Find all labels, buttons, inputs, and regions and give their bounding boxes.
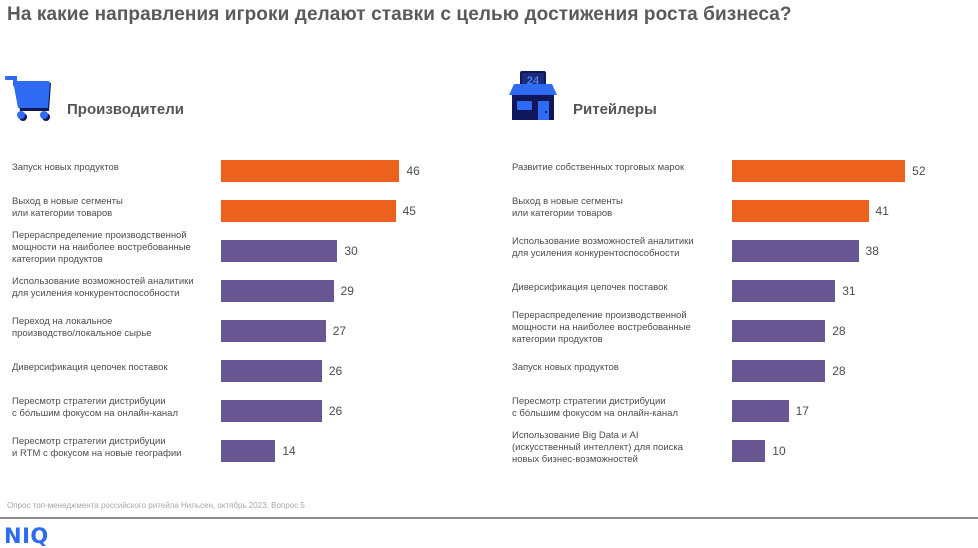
retailers-bar-value: 52 (912, 164, 926, 178)
category-label-line: производство/локальное сырье (12, 328, 152, 339)
producers-category-label: Выход в новые сегменты или категории това… (12, 196, 123, 220)
retailers-category-label: Использование Big Data и AI (искусственны… (512, 430, 683, 466)
producers-bar (221, 360, 322, 382)
category-label-line: с бóльшим фокусом на онлайн-канал (512, 408, 678, 419)
category-label-line: Развитие собственных торговых марок (512, 162, 685, 173)
retailers-bar-value: 31 (842, 284, 856, 298)
category-label-line: категории продуктов (12, 254, 103, 265)
retailers-bar-value: 28 (832, 324, 846, 338)
producers-bar-value: 27 (332, 324, 347, 338)
shopping-cart-icon (4, 75, 54, 121)
category-label-line: и RTM с фокусом на новые географии (12, 448, 182, 459)
producers-bar-value: 29 (340, 284, 354, 298)
retailers-bar-value: 17 (795, 404, 809, 418)
retailers-bar (732, 280, 836, 302)
retailers-bar-value: 28 (832, 364, 846, 378)
category-label-line: Выход в новые сегменты (12, 196, 123, 207)
producers-category-label: Пересмотр стратегии дистрибуции с бóльшим… (12, 396, 178, 420)
producers-category-label: Пересмотр стратегии дистрибуции и RTM с ф… (12, 436, 181, 460)
category-label-line: или категории товаров (12, 208, 113, 219)
category-label-line: Диверсификация цепочек поставок (12, 362, 168, 373)
retailers-category-label: Пересмотр стратегии дистрибуции с бóльшим… (512, 396, 678, 420)
retailers-category-label: Выход в новые сегменты или категории това… (512, 196, 623, 220)
category-label-line: мощности на наиболее востребованные (512, 322, 691, 333)
producers-bar (221, 440, 276, 462)
retailers-bar (732, 320, 826, 342)
retailers-category-label: Использование возможностей аналитики для … (512, 236, 694, 260)
producers-bar-value: 14 (282, 444, 296, 458)
category-label-line: с бóльшим фокусом на онлайн-канал (12, 408, 178, 419)
producers-bar-value: 46 (406, 164, 420, 178)
producers-category-label: Диверсификация цепочек поставок (12, 362, 168, 374)
producers-bar (221, 160, 400, 182)
category-label-line: категории продуктов (512, 334, 603, 345)
store-24-icon: 24 (508, 70, 558, 122)
category-label-line: Выход в новые сегменты (512, 196, 623, 207)
category-label-line: новых бизнес-возможностей (512, 454, 638, 465)
retailers-category-label: Развитие собственных торговых марок (512, 162, 684, 174)
category-label-line: Пересмотр стратегии дистрибуции (512, 396, 666, 407)
category-label-line: Перераспределение производственной (512, 310, 687, 321)
category-label-line: или категории товаров (512, 208, 613, 219)
retailers-bar (732, 160, 906, 182)
producers-bar-value: 26 (328, 404, 343, 418)
footer-divider (0, 517, 978, 519)
producers-category-label: Запуск новых продуктов (12, 162, 119, 174)
retailers-category-label: Перераспределение производственной мощнос… (512, 310, 691, 346)
page-title: На какие направления игроки делают ставк… (7, 4, 792, 25)
retailers-bar-value: 38 (865, 244, 879, 258)
producers-category-label: Перераспределение производственной мощнос… (12, 230, 191, 266)
category-label-line: Запуск новых продуктов (12, 162, 119, 173)
category-label-line: Запуск новых продуктов (512, 362, 619, 373)
retailers-bar-value: 41 (875, 204, 889, 218)
category-label-line: Перераспределение производственной (12, 230, 187, 241)
retailers-bar (732, 240, 859, 262)
category-label-line: (искусственный интеллект) для поиска (512, 442, 684, 453)
producers-bar (221, 280, 334, 302)
retailers-bar (732, 360, 826, 382)
retailers-chart: Развитие собственных торговых марок 52 Вых… (512, 160, 926, 466)
producers-bar-value: 45 (402, 204, 416, 218)
niq-logo: NIQ (4, 524, 49, 548)
producers-category-label: Переход на локальное производство/локальн… (12, 316, 152, 340)
category-label-line: Пересмотр стратегии дистрибуции (12, 436, 166, 447)
source-note: Опрос топ-менеджмента российского ритейл… (7, 501, 305, 510)
category-label-line: Пересмотр стратегии дистрибуции (12, 396, 166, 407)
retailers-bar (732, 440, 766, 462)
category-label-line: Использование возможностей аналитики (12, 276, 194, 287)
retailers-bar (732, 400, 789, 422)
producers-bar-value: 26 (328, 364, 343, 378)
producers-bar (221, 240, 338, 262)
producers-bar-value: 30 (344, 244, 358, 258)
category-label-line: для усиления конкурентоспособности (12, 288, 180, 299)
category-label-line: Использование возможностей аналитики (512, 236, 694, 247)
category-label-line: Переход на локальное (12, 316, 113, 327)
producers-bar (221, 320, 326, 342)
producers-bar (221, 200, 396, 222)
producers-title: Производители (67, 101, 184, 118)
category-label-line: для усиления конкурентоспособности (512, 248, 680, 259)
producers-category-label: Использование возможностей аналитики для … (12, 276, 194, 300)
producers-bar (221, 400, 322, 422)
retailers-category-label: Запуск новых продуктов (512, 362, 619, 374)
retailers-bar (732, 200, 869, 222)
category-label-line: Диверсификация цепочек поставок (512, 282, 668, 293)
producers-chart: Запуск новых продуктов 46 Выход в новые се… (0, 0, 489, 480)
retailers-category-label: Диверсификация цепочек поставок (512, 282, 668, 294)
category-label-line: Использование Big Data и AI (512, 430, 639, 441)
retailers-bar-value: 10 (772, 444, 786, 458)
retailers-title: Ритейлеры (573, 101, 657, 118)
category-label-line: мощности на наиболее востребованные (12, 242, 191, 253)
